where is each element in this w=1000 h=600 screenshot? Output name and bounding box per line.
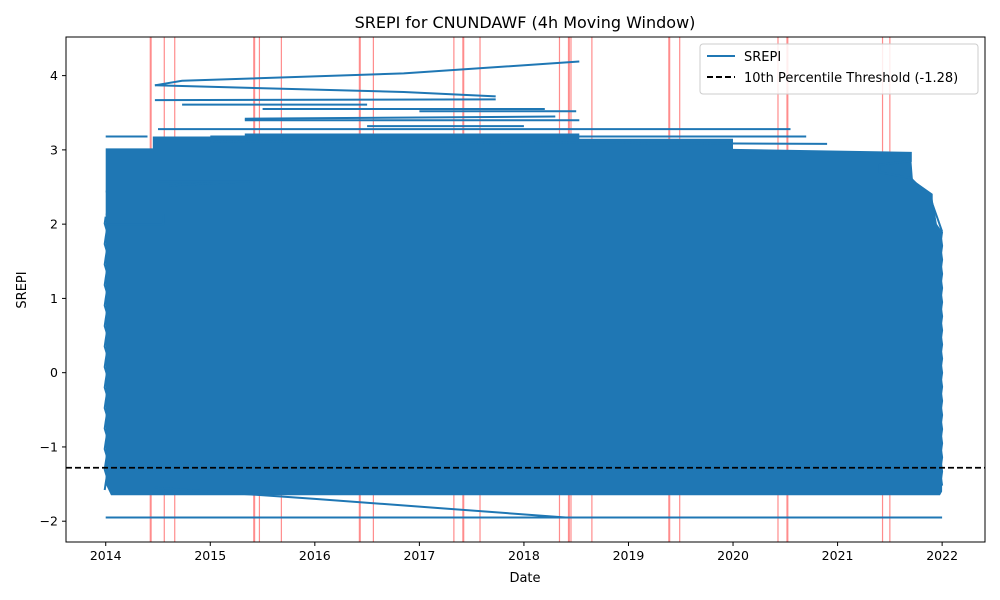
srepi-left-steps xyxy=(105,180,253,193)
srepi-upper-return xyxy=(154,84,496,98)
y-tick-label: 0 xyxy=(50,365,58,380)
y-tick-label: −2 xyxy=(40,514,58,529)
x-axis: 2014 2015 2016 2017 2018 2019 2020 2021 2022 xyxy=(90,542,958,563)
srepi-fill xyxy=(105,133,943,496)
x-tick-label: 2020 xyxy=(717,548,749,563)
srepi-left-steps-b xyxy=(105,213,165,226)
legend-label-srepi: SREPI xyxy=(744,50,781,65)
y-tick-label: 3 xyxy=(50,142,58,157)
srepi-line-310 xyxy=(210,140,828,145)
legend-box xyxy=(699,43,979,95)
x-tick-label: 2017 xyxy=(403,548,435,563)
y-tick-label: 1 xyxy=(50,291,58,306)
srepi-series xyxy=(103,60,944,519)
srepi-upper-trace xyxy=(154,60,580,87)
y-axis-label: SREPI xyxy=(15,271,30,308)
srepi-descending-trace xyxy=(154,486,566,519)
x-tick-label: 2014 xyxy=(90,548,122,563)
y-axis: −2 −1 0 1 2 3 4 xyxy=(40,68,66,529)
y-tick-label: 4 xyxy=(50,68,58,83)
plot-frame xyxy=(65,36,986,543)
srepi-line-367 xyxy=(154,98,496,102)
srepi-right-edge xyxy=(940,231,944,486)
x-tick-label: 2019 xyxy=(613,548,645,563)
legend-label-threshold: 10th Percentile Threshold (-1.28) xyxy=(744,71,958,86)
srepi-left-edge xyxy=(103,216,108,491)
legend: SREPI 10th Percentile Threshold (-1.28) xyxy=(699,43,979,95)
x-axis-label: Date xyxy=(509,571,540,586)
x-tick-label: 2022 xyxy=(926,548,958,563)
y-tick-label: −1 xyxy=(40,439,58,454)
x-tick-label: 2021 xyxy=(822,548,854,563)
srepi-dense-region xyxy=(105,133,943,496)
srepi-right-steps xyxy=(732,148,944,232)
x-tick-label: 2015 xyxy=(194,548,226,563)
x-tick-label: 2018 xyxy=(508,548,540,563)
x-tick-label: 2016 xyxy=(299,548,331,563)
chart-title: SREPI for CNUNDAWF (4h Moving Window) xyxy=(355,13,696,32)
y-tick-label: 2 xyxy=(50,217,58,232)
srepi-line-345 xyxy=(244,115,556,120)
